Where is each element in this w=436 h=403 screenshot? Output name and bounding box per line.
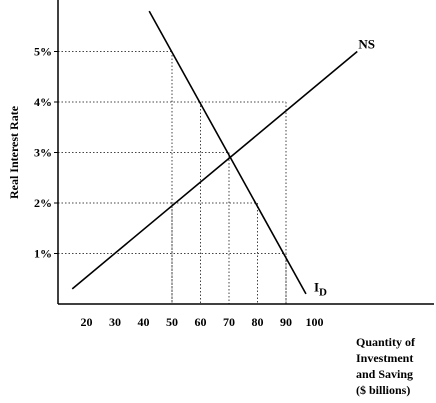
tick-labels: 1% 2% 3% 4% 5% 20 30 40 50 60 70 80 90 100 xyxy=(34,45,324,330)
x-tick-label: 30 xyxy=(109,315,121,329)
x-tick-label: 100 xyxy=(306,315,324,329)
x-axis-title: Quantity of Investment and Saving ($ billio… xyxy=(356,335,416,397)
series-label-ns: NS xyxy=(358,36,375,51)
x-tick-label: 70 xyxy=(223,315,235,329)
series-label-i: ID xyxy=(314,279,327,298)
series-line-i xyxy=(148,10,307,295)
curves: NS ID xyxy=(71,10,375,298)
x-tick-label: 80 xyxy=(252,315,264,329)
y-axis-title: Real Interest Rate xyxy=(7,105,21,199)
y-tick-label: 4% xyxy=(34,95,52,109)
x-tick-label: 40 xyxy=(138,315,150,329)
y-tick-label: 1% xyxy=(34,247,52,261)
x-tick-label: 90 xyxy=(280,315,292,329)
axis-titles: Real Interest Rate Quantity of Investment a… xyxy=(7,105,416,397)
x-tick-label: 50 xyxy=(166,315,178,329)
y-tick-label: 2% xyxy=(34,196,52,210)
x-tick-label: 60 xyxy=(195,315,207,329)
y-tick-label: 5% xyxy=(34,45,52,59)
guide-lines xyxy=(58,51,287,304)
y-tick-label: 3% xyxy=(34,146,52,160)
series-line-ns xyxy=(71,50,358,290)
x-tick-label: 20 xyxy=(81,315,93,329)
